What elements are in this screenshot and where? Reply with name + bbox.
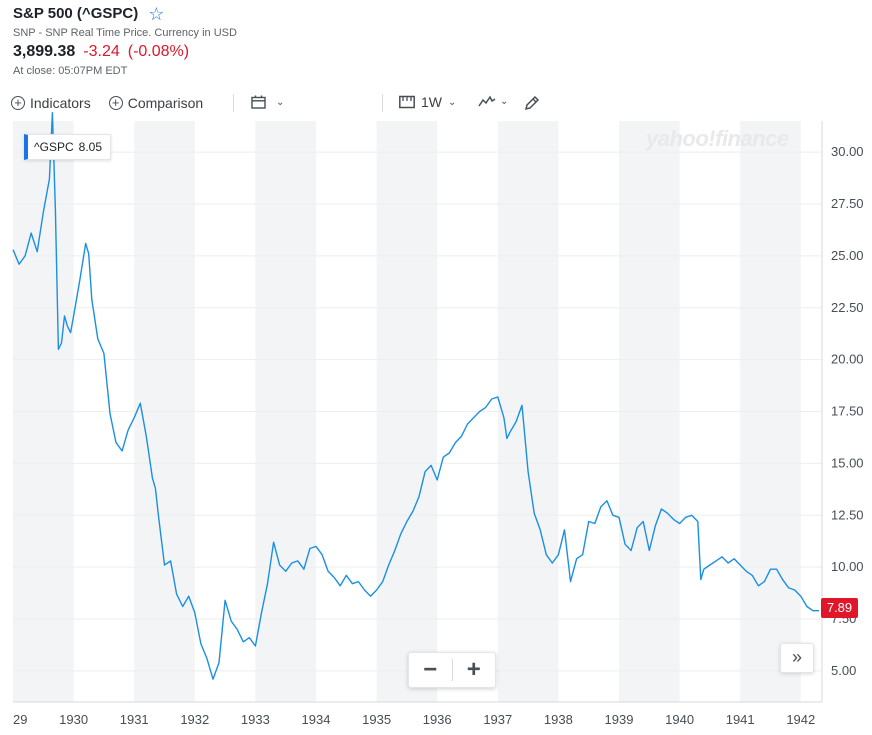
x-tick-label: 1936 (423, 712, 452, 727)
ruler-icon (399, 95, 415, 109)
date-range-button[interactable]: ⌄ (251, 95, 284, 109)
interval-label: 1W (421, 94, 442, 110)
zoom-control: − + (408, 652, 496, 688)
yahoo-finance-watermark: yahoo!finance (646, 126, 789, 151)
plus-circle-icon: + (11, 96, 25, 110)
y-tick-label: 12.50 (831, 507, 864, 522)
y-tick-label: 27.50 (831, 196, 864, 211)
y-tick-label: 22.50 (831, 300, 864, 315)
series-tooltip: ^GSPC 8.05 (24, 134, 111, 160)
indicators-label: Indicators (30, 95, 91, 111)
price-line (12, 112, 819, 680)
x-tick-label: 1932 (180, 712, 209, 727)
chevron-down-icon: ⌄ (276, 96, 285, 108)
draw-button[interactable] (524, 95, 540, 116)
quote-header: S&P 500 (^GSPC) ☆ SNP - SNP Real Time Pr… (13, 3, 237, 78)
y-tick-label: 5.00 (831, 663, 856, 678)
quote-change-pct: (-0.08%) (127, 43, 190, 60)
x-tick-label: 1939 (605, 712, 634, 727)
quote-price: 3,899.38 (13, 43, 76, 60)
x-tick-label: 1937 (483, 712, 512, 727)
zoom-in-button[interactable]: + (466, 656, 481, 683)
plus-circle-icon: + (108, 96, 123, 110)
x-tick-label: 1935 (362, 712, 391, 727)
y-tick-label: 10.00 (831, 559, 864, 574)
page-title: S&P 500 (^GSPC) (13, 5, 139, 22)
star-icon[interactable]: ☆ (148, 3, 165, 24)
scroll-right-button[interactable]: » (780, 643, 814, 673)
x-tick-label: 1934 (302, 712, 331, 727)
zoom-divider (451, 659, 453, 681)
indicators-button[interactable]: + Indicators (11, 95, 91, 111)
quote-subtitle: SNP - SNP Real Time Price. Currency in U… (13, 27, 237, 39)
quote-change: -3.24 (83, 43, 120, 60)
x-tick-label: 1940 (665, 712, 694, 727)
zoom-out-button[interactable]: − (423, 656, 438, 683)
comparison-button[interactable]: + Comparison (108, 95, 204, 111)
x-tick-label: 1930 (59, 712, 88, 727)
y-tick-label: 20.00 (831, 352, 864, 367)
pencil-icon (524, 95, 540, 111)
x-tick-label: 1942 (786, 712, 815, 727)
x-tick-label: 1941 (726, 712, 755, 727)
close-time: At close: 05:07PM EDT (13, 65, 128, 77)
toolbar-divider (233, 94, 234, 112)
last-price-badge: 7.89 (821, 598, 858, 618)
toolbar-divider (382, 94, 383, 112)
comparison-label: Comparison (127, 95, 204, 111)
chevron-down-icon: ⌄ (500, 96, 509, 107)
y-tick-label: 15.00 (831, 455, 864, 470)
calendar-icon (251, 95, 266, 109)
chart-toolbar: + Indicators + Comparison (11, 92, 203, 114)
chart-type-button[interactable]: ⌄ (478, 95, 508, 108)
tooltip-symbol: ^GSPC (34, 140, 74, 154)
interval-button[interactable]: 1W ⌄ (399, 94, 456, 110)
y-tick-label: 25.00 (831, 248, 864, 263)
tooltip-value: 8.05 (78, 140, 102, 154)
line-chart-icon (478, 95, 496, 107)
x-tick-label: 1938 (544, 712, 573, 727)
y-tick-label: 17.50 (831, 404, 864, 419)
x-tick-label: 29 (13, 712, 27, 727)
y-tick-label: 30.00 (831, 144, 864, 159)
x-tick-label: 1933 (241, 712, 270, 727)
x-tick-label: 1931 (120, 712, 149, 727)
chevron-down-icon: ⌄ (448, 96, 457, 108)
